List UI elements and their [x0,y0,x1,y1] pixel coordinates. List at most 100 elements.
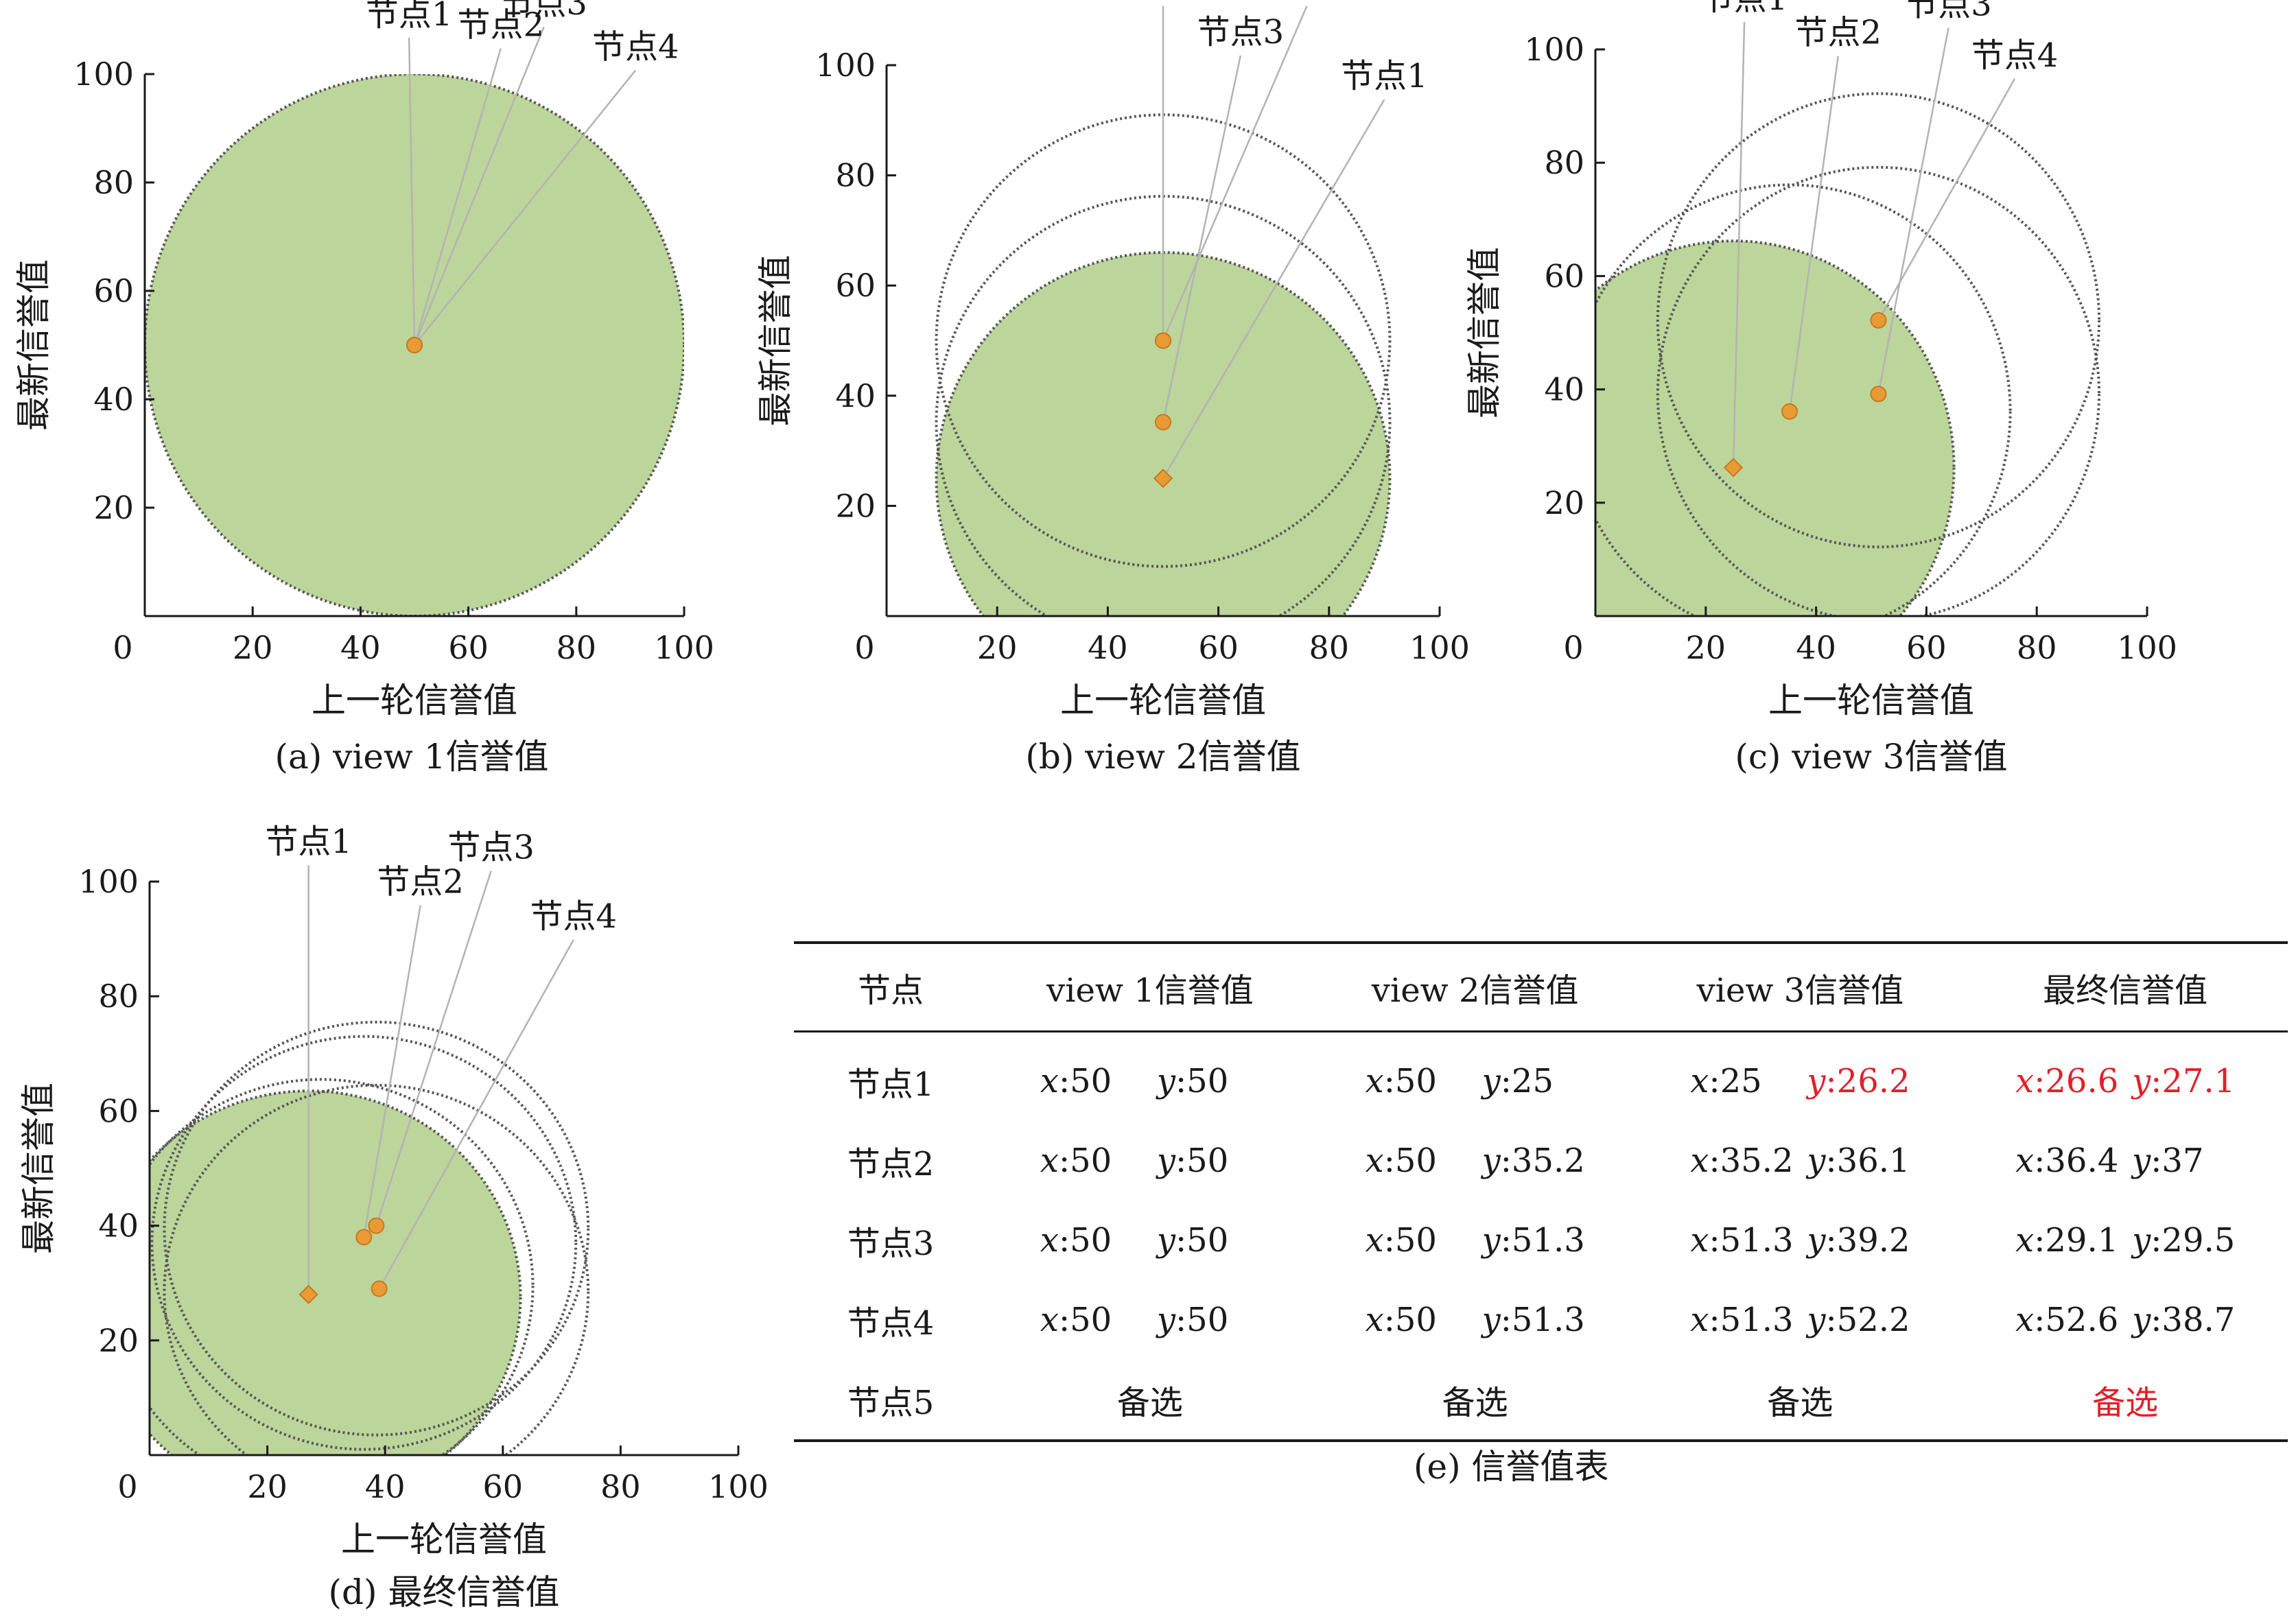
x-value: x:50 [1040,1221,1112,1260]
y-tick-label: 60 [93,272,134,309]
table-row: 节点2 x:50 y:50 x:50 y:35.2 x:35.2 y:36.1 x:36.4 y… [794,1121,2288,1201]
node-label: 节点1 [1701,0,1788,18]
y-tick-label: 80 [93,164,134,201]
range-circle [1595,183,2012,616]
leader-line [1788,56,1839,412]
cell-v2: x:50 y:51.3 [1313,1280,1638,1360]
trust-region-d [150,1091,521,1455]
y-tick-label: 40 [93,381,134,418]
x-value: x:50 [1040,1142,1112,1180]
chart-c: 0 20 40 60 80 100 20 40 60 80 100 上一轮信誉值 最新信誉值 节点1 节点2… [1464,0,2177,777]
x-tick-label: 60 [448,629,489,666]
y-value: y:25 [1481,1062,1554,1100]
node-label: 节点2 [377,863,464,901]
cell-final: x:36.4 y:37 [1963,1121,2288,1201]
y-tick-label: 40 [1544,371,1584,408]
data-point-diamond [1153,469,1173,488]
y-tick-label: 20 [93,489,134,526]
y-tick-label: 100 [73,56,134,93]
cell-v1: x:50 y:50 [987,1121,1313,1201]
leader-line [363,905,421,1238]
y-tick-label: 80 [1544,144,1584,181]
range-circle [1595,239,1956,616]
y-value: y:52.2 [1807,1301,1910,1339]
y-value: y:37 [2132,1142,2204,1180]
y-tick-label: 100 [78,863,139,900]
range-circle [1656,92,2101,549]
leader-line [1732,22,1746,468]
table-caption: (e) 信誉值表 [1414,1447,1609,1487]
data-point [406,337,423,353]
plot-area-b [935,113,1392,616]
y-tick-label: 20 [1544,484,1584,521]
x-tick-label: 40 [340,629,381,666]
range-circle [150,1078,535,1455]
x-tick-label: 100 [1409,629,1470,666]
cell-final: x:26.6 y:27.1 [1963,1032,2288,1122]
x-tick-label: 20 [977,629,1018,666]
y-value: y:38.7 [2132,1301,2236,1339]
cell-v3: x:25 y:26.2 [1638,1032,1963,1122]
cell-v1: 备选 [987,1360,1313,1442]
data-point [1155,414,1171,431]
x-tick-label: 20 [233,629,273,666]
x-axis-title: 上一轮信誉值 [312,681,517,720]
x-value: x:29.1 [2015,1221,2119,1260]
data-point-diamond [298,1284,318,1305]
node-label: 节点4 [592,27,679,66]
x-value: x:50 [1365,1221,1437,1260]
range-circle [150,1035,578,1451]
x-tick-label: 100 [708,1468,769,1505]
chart-caption: (b) view 2信誉值 [1025,737,1300,777]
leader-line [1877,27,1949,394]
y-value: y:50 [1156,1221,1229,1260]
cell-v1: x:50 y:50 [987,1280,1313,1360]
x-tick-label: 0 [113,629,132,666]
leader-line [1877,78,2016,321]
cell-node: 节点3 [847,1225,935,1263]
table-row: 节点3 x:50 y:50 x:50 y:51.3 x:51.3 y:39.2 x:29.1 y… [794,1201,2288,1280]
x-axis-title: 上一轮信誉值 [1060,681,1266,720]
leader-line [1162,5,1308,341]
node-label: 节点3 [1197,13,1285,51]
cell-final: x:52.6 y:38.7 [1963,1280,2288,1360]
data-point-diamond [1723,458,1744,477]
data-point [1870,311,1887,329]
y-tick-label: 40 [835,377,876,414]
y-value: y:35.2 [1481,1142,1585,1180]
plot-area-c [1595,92,2101,616]
node-label: 节点2 [1794,14,1882,52]
chart-caption: (d) 最终信誉值 [329,1572,560,1612]
cell-v3: x:51.3 y:52.2 [1638,1280,1963,1360]
chart-d: 0 20 40 60 80 100 20 40 60 80 100 上一轮信誉值 最新信誉值 节点1 节点2… [19,823,769,1612]
data-point [1870,386,1887,403]
y-tick-label: 20 [98,1322,139,1359]
chart-caption: (a) view 1信誉值 [274,737,548,777]
x-value: x:50 [1040,1062,1112,1100]
chart-b: 0 20 40 60 80 100 20 40 60 80 100 上一轮信誉值 最新信誉值 节点1 节点2… [755,0,1470,777]
y-tick-label: 60 [835,267,876,304]
node-label: 节点2 [457,6,544,45]
leader-line [378,939,574,1290]
range-circle [935,195,1392,616]
x-tick-label: 60 [1906,629,1947,666]
x-tick-label: 80 [557,629,597,666]
x-value: x:50 [1365,1301,1437,1339]
x-tick-label: 60 [483,1468,524,1505]
y-value: y:29.5 [2132,1221,2236,1260]
range-circle [935,251,1392,616]
cell-v2: x:50 y:35.2 [1313,1121,1638,1201]
y-tick-label: 60 [98,1092,139,1129]
header-view3: view 3信誉值 [1637,941,1963,1032]
header-final: 最终信誉值 [1963,941,2288,1032]
x-tick-label: 0 [1563,629,1583,666]
x-value: x:50 [1365,1062,1437,1100]
y-tick-label: 100 [815,47,876,84]
header-view1: view 1信誉值 [987,941,1313,1032]
range-circle [163,1083,590,1455]
data-point [368,1217,385,1234]
leader-line [408,37,416,346]
node-label: 节点1 [265,823,352,861]
x-tick-label: 100 [654,629,714,666]
cell-v2: x:50 y:51.3 [1313,1201,1638,1280]
